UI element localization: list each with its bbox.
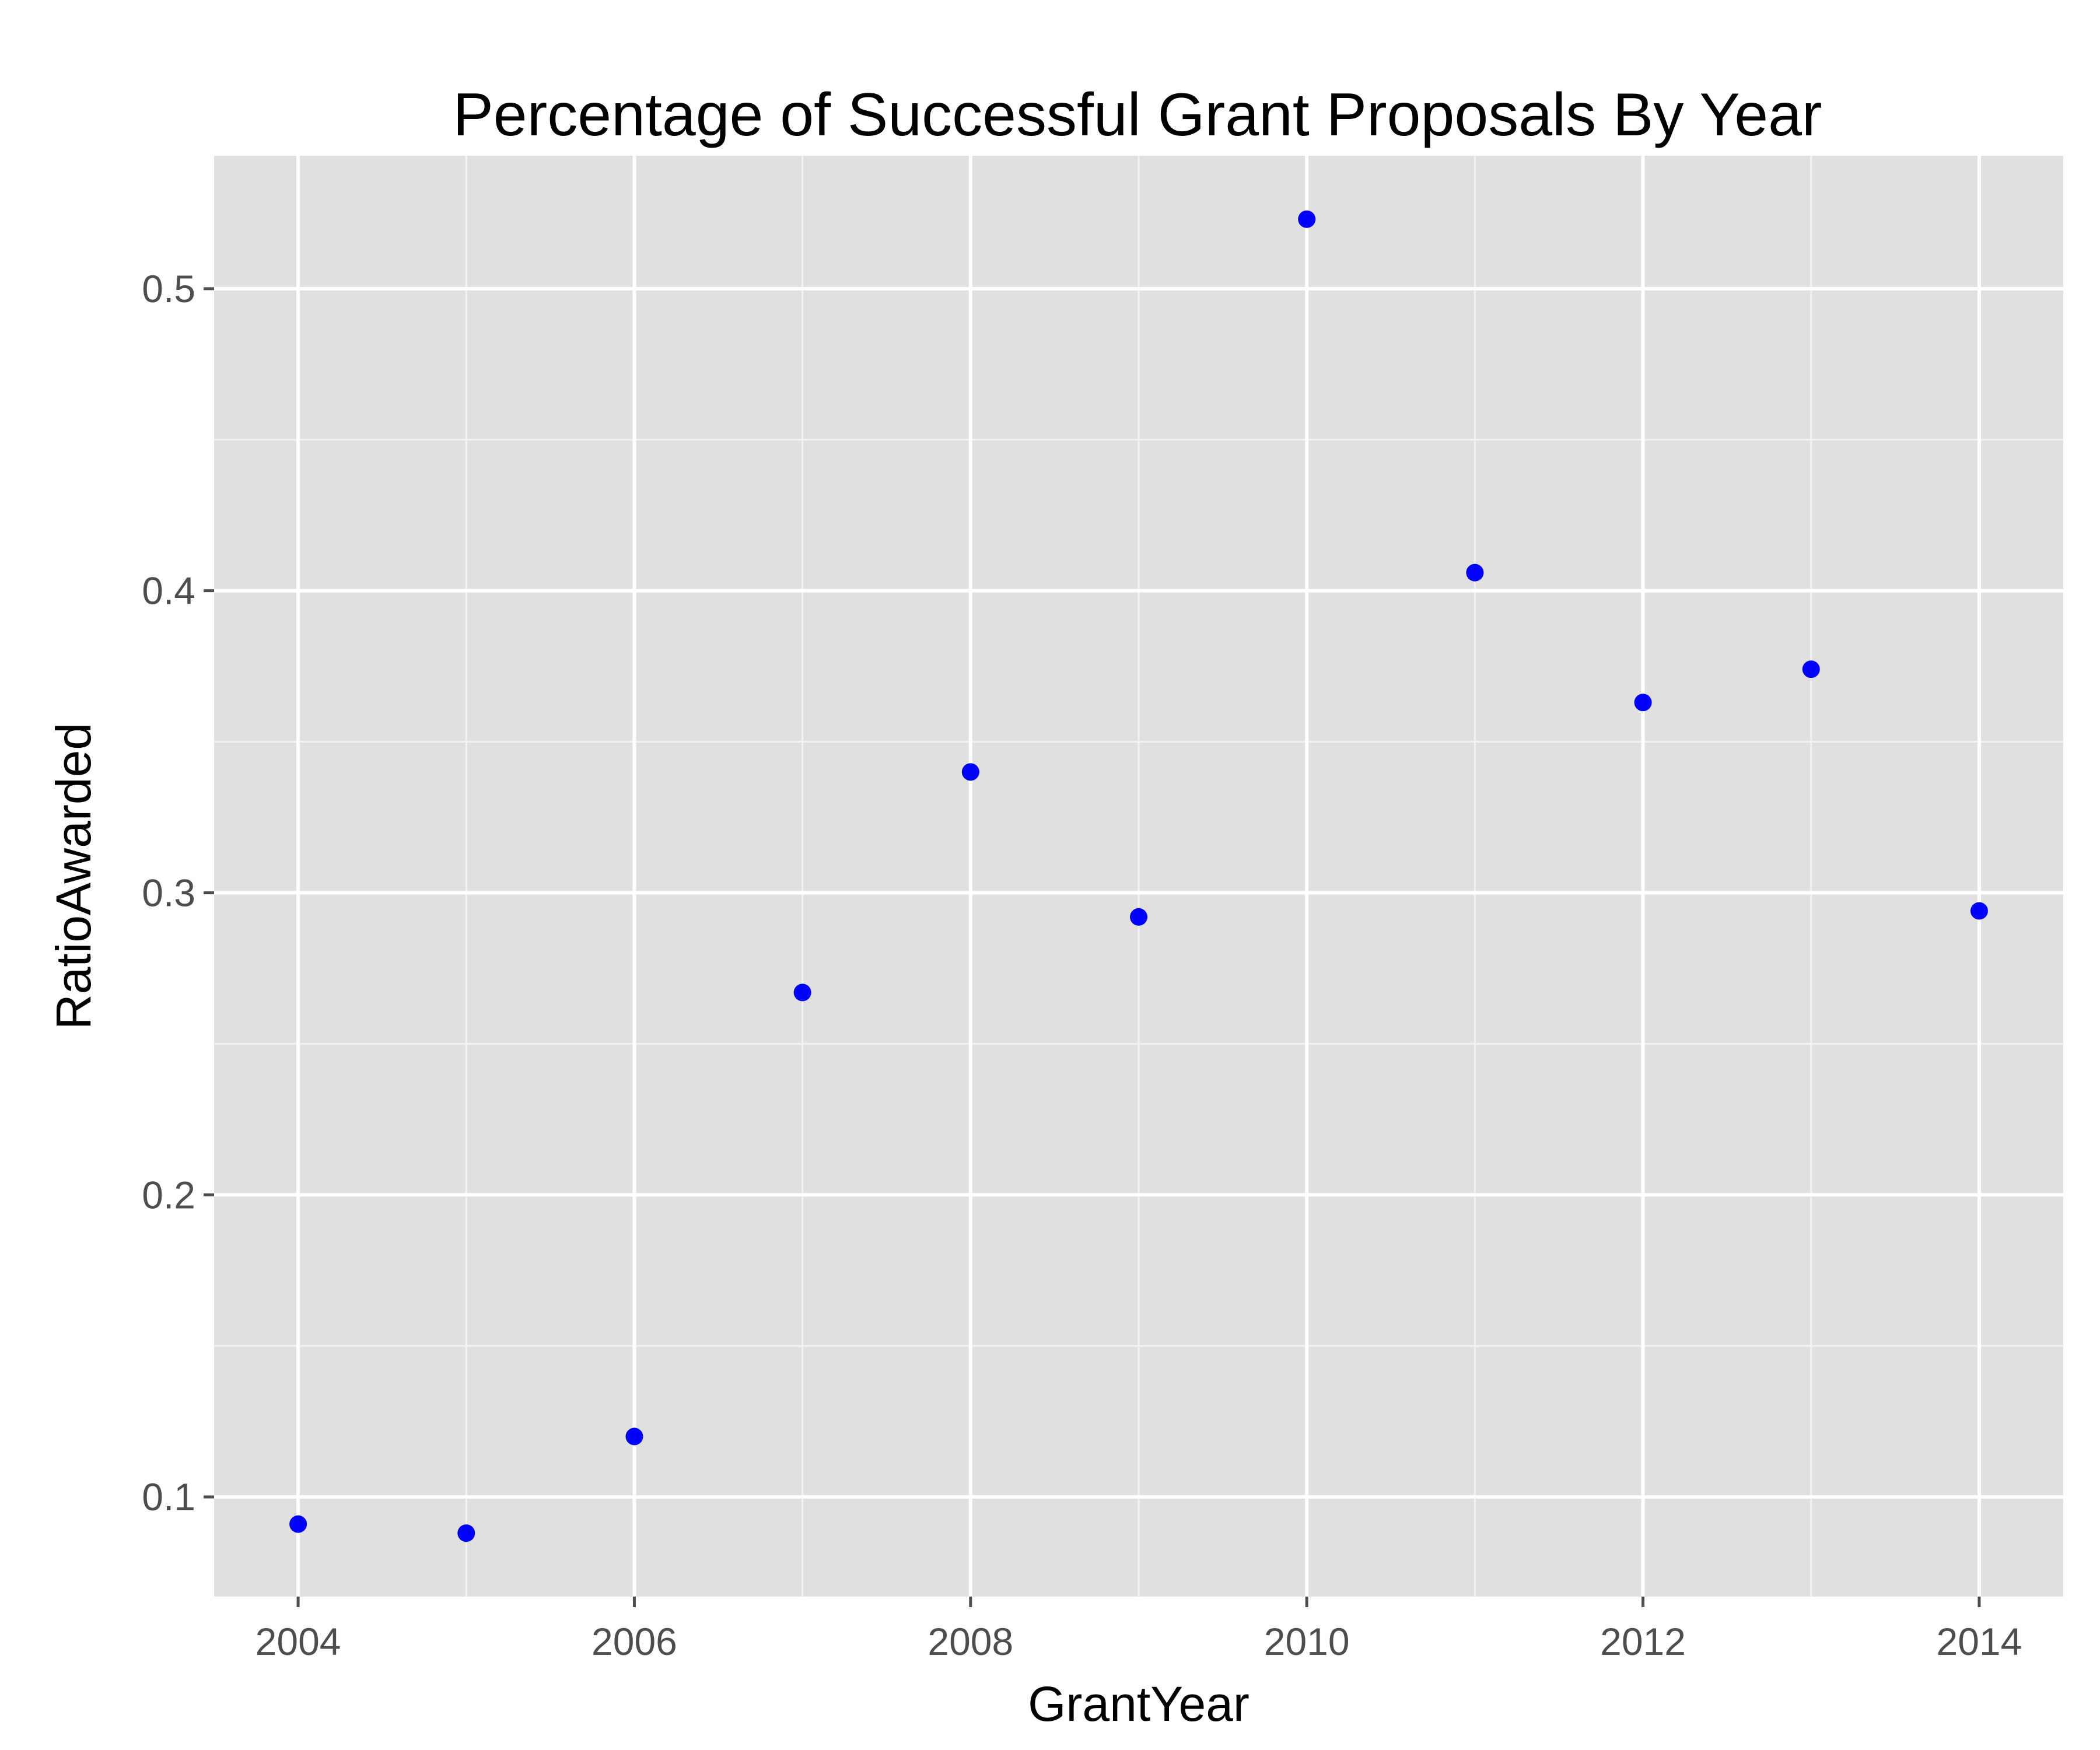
data-point xyxy=(793,984,811,1002)
y-tick-label: 0.5 xyxy=(142,267,195,310)
y-axis-title: RatioAwarded xyxy=(46,723,101,1030)
y-axis: 0.1 0.2 0.3 0.4 0.5 xyxy=(142,267,214,1518)
y-tick-label: 0.4 xyxy=(142,569,195,612)
data-points xyxy=(289,210,1988,1542)
data-point xyxy=(961,763,979,781)
data-point xyxy=(1802,660,1820,678)
x-axis-title: GrantYear xyxy=(1028,1676,1250,1731)
x-tick-label: 2010 xyxy=(1264,1620,1350,1663)
major-gridlines xyxy=(214,156,2063,1597)
y-tick-label: 0.3 xyxy=(142,871,195,914)
data-point xyxy=(1634,694,1652,712)
x-tick-label: 2014 xyxy=(1936,1620,2022,1663)
data-point xyxy=(625,1427,643,1446)
x-tick-label: 2004 xyxy=(256,1620,341,1663)
x-tick-label: 2012 xyxy=(1600,1620,1686,1663)
data-point xyxy=(1298,210,1316,228)
y-tick-label: 0.2 xyxy=(142,1173,195,1216)
y-tick-label: 0.1 xyxy=(142,1475,195,1518)
chart-title: Percentage of Successful Grant Proposals… xyxy=(453,81,1822,149)
x-tick-label: 2006 xyxy=(592,1620,677,1663)
x-axis: 2004 2006 2008 2010 2012 2014 xyxy=(256,1597,2022,1663)
data-point xyxy=(1466,564,1484,582)
minor-gridlines xyxy=(214,156,2063,1597)
data-point xyxy=(1130,908,1147,926)
data-point xyxy=(1970,902,1988,920)
data-point xyxy=(289,1515,307,1533)
x-tick-label: 2008 xyxy=(928,1620,1013,1663)
data-point xyxy=(457,1524,475,1542)
